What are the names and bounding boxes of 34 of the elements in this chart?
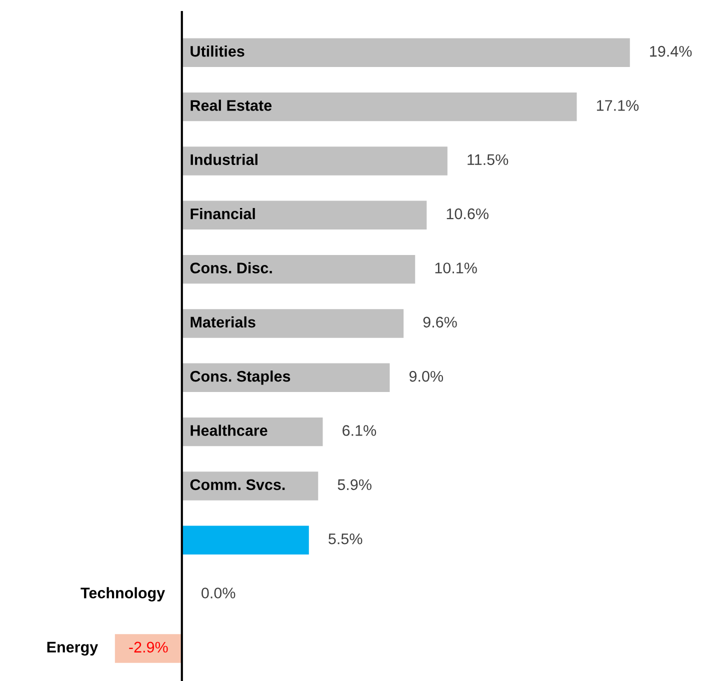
y-tick-label: Healthcare — [190, 424, 268, 436]
y-tick-label: Industrial — [190, 154, 258, 166]
bar — [114, 634, 182, 663]
data-label: 9.0% — [409, 370, 444, 382]
data-label: 0.0% — [202, 588, 236, 598]
data-label: 10.1% — [435, 262, 477, 274]
data-label: 11.5% — [468, 154, 508, 166]
data-label: 9.6% — [423, 316, 457, 328]
bar — [182, 472, 318, 500]
y-tick-label: Cons. Staples — [190, 370, 290, 385]
bar — [182, 417, 323, 446]
y-tick-label: Technology — [80, 587, 166, 602]
y-tick-label: Comm. Svcs. — [190, 479, 285, 490]
y-tick-label: Financial — [190, 208, 255, 220]
data-label: 19.4% — [650, 46, 692, 57]
data-label: 5.9% — [338, 479, 372, 490]
y-tick-label: Materials — [190, 316, 256, 328]
data-label: 17.1% — [596, 100, 639, 111]
bar — [182, 526, 309, 555]
bar — [182, 38, 630, 67]
bar — [182, 254, 416, 284]
data-label: 5.5% — [328, 534, 362, 544]
bar — [182, 363, 390, 392]
bar — [182, 92, 577, 122]
bar — [182, 200, 427, 230]
y-tick-label: Cons. Disc. — [190, 262, 272, 274]
data-label: -2.9% — [129, 642, 168, 653]
bar — [182, 146, 448, 176]
y-tick-label: Energy — [47, 642, 98, 656]
y-tick-label: Utilities — [190, 46, 244, 57]
data-label: 10.6% — [446, 208, 488, 220]
bar — [182, 309, 404, 338]
data-label: 6.1% — [342, 425, 376, 436]
y-tick-label: Real Estate — [190, 100, 272, 111]
